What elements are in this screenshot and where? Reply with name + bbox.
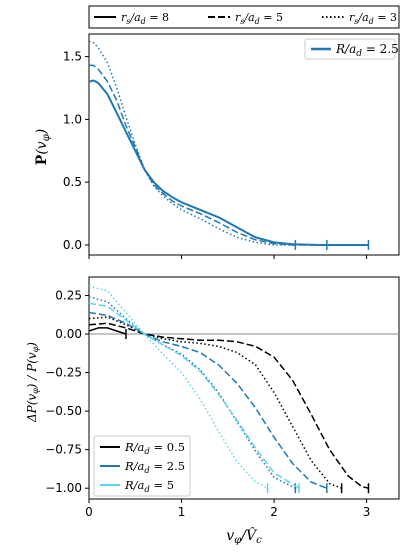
top-legend-label-0: rs/ad = 8 bbox=[121, 11, 169, 26]
x-tick-label-1-1: 1 bbox=[178, 505, 186, 519]
bottom-panel-frame bbox=[88, 276, 400, 500]
series-line-1-0 bbox=[88, 327, 127, 335]
top-ylabel: P(vφ) bbox=[34, 129, 52, 165]
y-tick-label-1-0: 0.25 bbox=[55, 289, 82, 303]
x-tick-label-1-3: 3 bbox=[363, 505, 371, 519]
series-line-1-3 bbox=[88, 311, 328, 489]
legend-label-R05: R/ad = 0.5 bbox=[124, 440, 185, 457]
y-tick-label-1-2: −0.25 bbox=[45, 366, 82, 380]
y-tick-label-1-1: 0.00 bbox=[55, 327, 82, 341]
legend-label-R25: R/ad = 2.5 bbox=[124, 459, 185, 476]
top-panel-legend: R/ad = 2.5 bbox=[304, 38, 399, 60]
top-legend-frame bbox=[88, 5, 400, 29]
top-panel-frame bbox=[88, 33, 400, 256]
x-tick-label-1-0: 0 bbox=[85, 505, 93, 519]
y-tick-label-0-0: 0.0 bbox=[63, 238, 82, 252]
series-line-0-0 bbox=[88, 79, 369, 246]
x-tick-label-1-2: 2 bbox=[270, 505, 278, 519]
top-panel: 0.0 0.5 1.0 1.5 R/ad = 2.5 P(vφ) bbox=[34, 33, 400, 259]
top-legend-label-1: rs/ad = 5 bbox=[235, 11, 283, 26]
bottom-panel-legend-frame bbox=[93, 435, 191, 497]
bottom-ylabel: ΔP(vφ) / P(vφ) bbox=[25, 342, 40, 423]
top-panel-legend-frame bbox=[304, 38, 396, 60]
y-tick-label-0-3: 1.5 bbox=[63, 50, 82, 64]
series-line-1-6 bbox=[88, 285, 268, 489]
y-tick-label-1-4: −0.75 bbox=[45, 443, 82, 457]
bottom-xlabel: vφ/V̂c bbox=[226, 526, 262, 546]
bottom-panel: 0 1 2 3 0.25 0.00 −0.25 −0.50 −0.75 −1.00 R/ad = … bbox=[25, 276, 400, 546]
legend-label-R25-top: R/ad = 2.5 bbox=[335, 42, 399, 59]
y-tick-label-0-2: 1.0 bbox=[63, 112, 82, 126]
y-tick-label-1-3: −0.50 bbox=[45, 404, 82, 418]
series-line-0-2 bbox=[88, 40, 296, 246]
legend-label-R5: R/ad = 5 bbox=[124, 478, 174, 495]
series-line-1-1 bbox=[88, 322, 369, 489]
series-line-1-2 bbox=[88, 316, 342, 489]
series-line-0-1 bbox=[89, 64, 327, 246]
series-line-1-5 bbox=[88, 302, 300, 489]
bottom-panel-legend: R/ad = 0.5 R/ad = 2.5 R/ad = 5 bbox=[93, 435, 191, 497]
y-tick-label-0-1: 0.5 bbox=[63, 175, 82, 189]
top-legend-label-2: rs/ad = 3 bbox=[349, 11, 397, 26]
top-legend: rs/ad = 8 rs/ad = 5 rs/ad = 3 bbox=[88, 5, 400, 29]
y-tick-label-1-5: −1.00 bbox=[45, 481, 82, 495]
